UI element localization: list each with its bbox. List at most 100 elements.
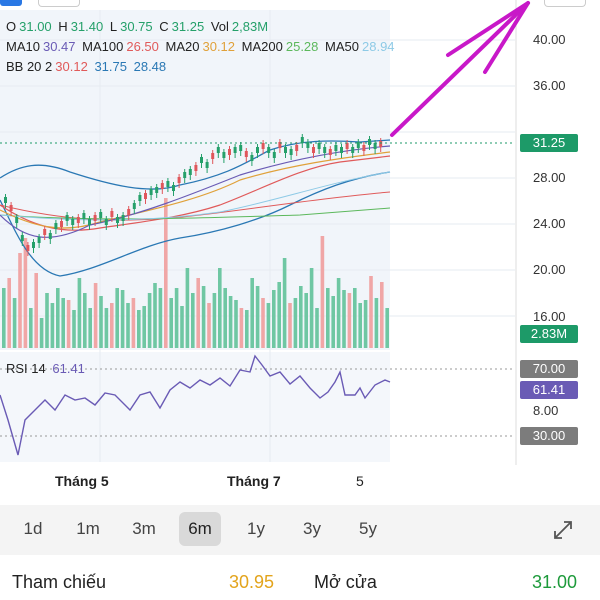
ma200-value: 25.28 xyxy=(285,39,319,54)
candle-body xyxy=(306,142,310,148)
candle-body xyxy=(340,147,343,153)
range-tab-3y[interactable]: 3y xyxy=(303,519,321,538)
open-label: Mở cửa xyxy=(314,572,377,592)
volume-bar xyxy=(353,288,357,348)
ma100-value: 26.50 xyxy=(126,39,159,54)
expand-icon[interactable] xyxy=(552,519,574,541)
volume-bar xyxy=(255,286,260,348)
volume-bar xyxy=(56,288,60,348)
candle-body xyxy=(93,215,97,221)
rsi-mid-tick: 8.00 xyxy=(533,403,559,418)
top-tab-fragment-2[interactable] xyxy=(38,0,80,7)
volume-bar xyxy=(191,293,195,348)
candle-body xyxy=(177,177,181,183)
annotation-arrow-line xyxy=(390,1,530,137)
ma50-value: 28.94 xyxy=(362,39,395,54)
open-value: 31.00 xyxy=(532,572,578,592)
volume-bar xyxy=(374,298,379,348)
candle-body xyxy=(110,211,114,217)
volume-bar xyxy=(93,283,98,348)
rsi-value: 61.41 xyxy=(52,361,85,376)
bb-label: BB 20 2 xyxy=(6,59,53,74)
candle-body xyxy=(250,155,254,161)
candle-body xyxy=(267,147,271,153)
rsi-line xyxy=(0,354,391,456)
close-value: 31.25 xyxy=(171,19,205,34)
volume-bar xyxy=(320,236,325,348)
candle-body xyxy=(362,145,366,151)
top-tab-fragment-3[interactable] xyxy=(544,0,586,7)
volume-bar xyxy=(61,298,65,348)
volume-bar xyxy=(315,308,319,348)
candle-body xyxy=(160,183,164,189)
volume-bar xyxy=(342,290,346,348)
candle-body xyxy=(43,229,47,235)
candle-body xyxy=(284,147,287,153)
range-bar xyxy=(0,505,600,555)
candle-body xyxy=(205,162,209,168)
range-tab-1m[interactable]: 1m xyxy=(76,519,100,538)
candle-body xyxy=(48,233,52,239)
range-tab-6m[interactable]: 6m xyxy=(179,512,221,546)
candle-body xyxy=(244,151,248,157)
candle-body xyxy=(71,219,75,225)
candle-body xyxy=(54,223,58,229)
candle-body xyxy=(88,219,91,225)
open-label: O xyxy=(6,19,17,34)
volume-bar xyxy=(45,293,49,348)
candle-body xyxy=(312,147,315,153)
ma200-line xyxy=(0,207,391,220)
volume-bar xyxy=(212,293,217,348)
volume-bar xyxy=(7,278,11,348)
candle-body xyxy=(166,181,170,187)
candle-body xyxy=(116,217,119,223)
volume-bar xyxy=(309,268,314,348)
volume-bar xyxy=(174,288,179,348)
bb-lower-line xyxy=(0,171,391,277)
volume-bar xyxy=(293,298,298,348)
volume-bar xyxy=(369,276,373,348)
volume-bar xyxy=(385,308,389,348)
candle-body xyxy=(15,217,19,223)
volume-bar xyxy=(50,303,55,348)
candle-body xyxy=(138,195,142,201)
ma20-value: 30.12 xyxy=(202,39,236,54)
candle-body xyxy=(239,145,243,151)
vol-value: 2,83M xyxy=(231,19,269,34)
top-tab-fragment[interactable] xyxy=(0,0,22,6)
range-tab-5y[interactable]: 5y xyxy=(359,519,377,538)
range-tab-3m[interactable]: 3m xyxy=(132,519,156,538)
price-tick: 40.00 xyxy=(533,32,566,47)
volume-bar xyxy=(331,296,335,348)
candle-body xyxy=(26,245,30,251)
volume-bar xyxy=(347,293,352,348)
candle-body xyxy=(200,157,203,163)
volume-bar xyxy=(12,298,17,348)
candle-body xyxy=(188,169,192,175)
volume-bar xyxy=(104,308,109,348)
volume-bar xyxy=(304,293,308,348)
volume-bar xyxy=(126,303,130,348)
range-tab-1y[interactable]: 1y xyxy=(247,519,265,538)
volume-bar xyxy=(153,283,157,348)
volume-bar xyxy=(228,296,233,348)
volume-bar xyxy=(363,300,368,348)
volume-bar xyxy=(245,310,249,348)
rsi-upper-tag: 70.00 xyxy=(520,360,578,378)
candle-body xyxy=(328,149,332,155)
price-chart[interactable] xyxy=(0,0,600,470)
volume-bar xyxy=(196,278,200,348)
candle-body xyxy=(127,209,131,215)
volume-bar xyxy=(239,308,244,348)
candle-body xyxy=(379,141,383,147)
volume-bar xyxy=(299,286,303,348)
candle-body xyxy=(9,205,13,211)
candle-body xyxy=(104,219,108,225)
candle-body xyxy=(278,142,282,148)
rsi-row: RSI 14 61.41 xyxy=(6,360,88,377)
rsi-current-tag: 61.41 xyxy=(520,381,578,399)
range-tab-1d[interactable]: 1d xyxy=(23,519,43,538)
volume-bar xyxy=(83,293,87,348)
volume-bar xyxy=(282,258,287,348)
volume-bar xyxy=(2,288,6,348)
